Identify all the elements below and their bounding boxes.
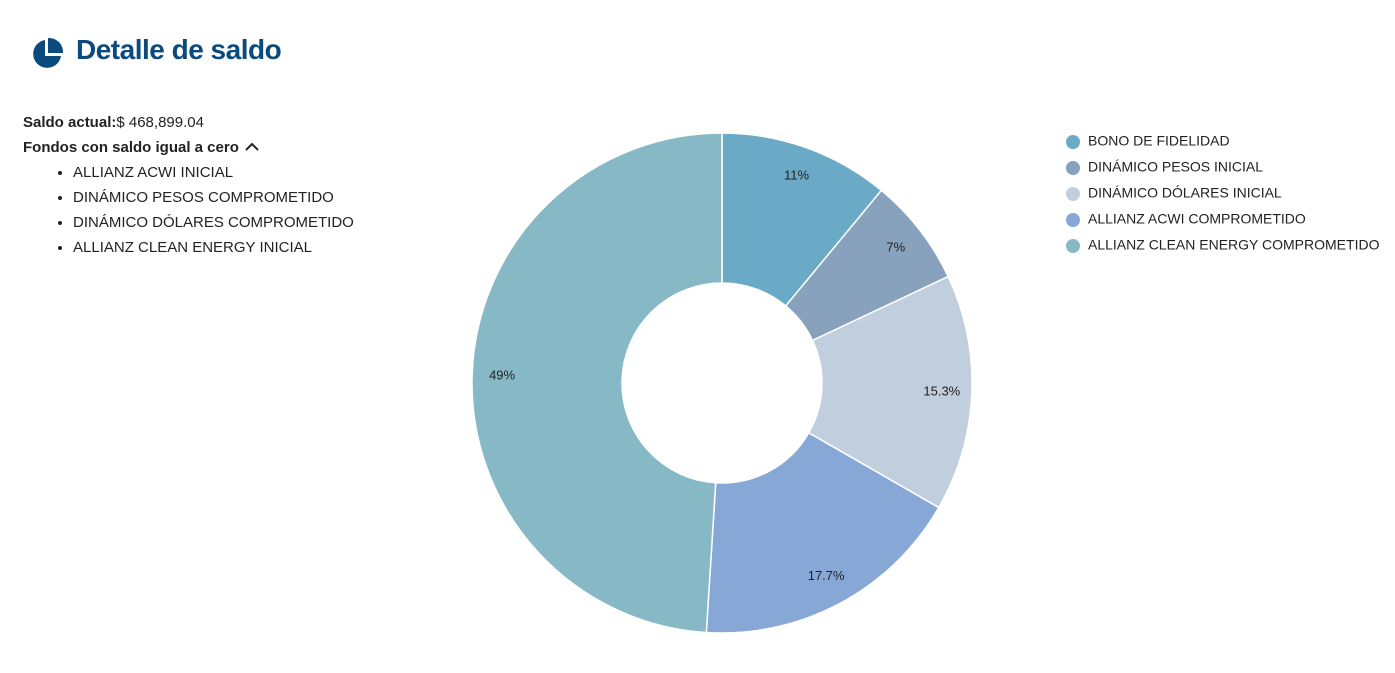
pie-icon bbox=[33, 37, 64, 68]
legend-label[interactable]: DINÁMICO DÓLARES INICIAL bbox=[1088, 185, 1282, 201]
legend-marker bbox=[1066, 135, 1080, 149]
legend-marker bbox=[1066, 213, 1080, 227]
zero-fund: DINÁMICO PESOS COMPROMETIDO bbox=[73, 185, 354, 210]
legend-marker bbox=[1066, 161, 1080, 175]
balance-row: Saldo actual:$ 468,899.04 bbox=[23, 110, 354, 135]
chevron-up bbox=[245, 142, 259, 151]
page-title: Detalle de saldo bbox=[76, 34, 282, 65]
zero-funds-label: Fondos con saldo igual a cero bbox=[23, 139, 239, 156]
legend-label[interactable]: BONO DE FIDELIDAD bbox=[1088, 133, 1230, 149]
slice[interactable] bbox=[721, 132, 883, 308]
legend-label[interactable]: DINÁMICO PESOS INICIAL bbox=[1088, 159, 1263, 175]
slice[interactable] bbox=[705, 431, 940, 634]
slice-label: 15.3% bbox=[923, 383, 960, 398]
legend-label[interactable]: ALLIANZ ACWI COMPROMETIDO bbox=[1088, 211, 1306, 227]
slice[interactable] bbox=[471, 132, 723, 634]
slice-label: 11% bbox=[784, 167, 809, 182]
zero-fund: DINÁMICO DÓLARES COMPROMETIDO bbox=[73, 210, 354, 235]
zero-fund: ALLIANZ ACWI INICIAL bbox=[73, 160, 354, 185]
legend-label[interactable]: ALLIANZ CLEAN ENERGY COMPROMETIDO bbox=[1088, 237, 1380, 253]
balance-label: Saldo actual: bbox=[23, 114, 117, 131]
summary: Saldo actual:$ 468,899.04 Fondos con sal… bbox=[23, 110, 354, 260]
slice-label: 7% bbox=[886, 240, 905, 255]
slice-label: 17.7% bbox=[808, 568, 845, 583]
zero-fund: ALLIANZ CLEAN ENERGY INICIAL bbox=[73, 235, 354, 260]
legend-marker bbox=[1066, 239, 1080, 253]
slice-label: 49% bbox=[489, 368, 515, 383]
balance: $ 468,899.04 bbox=[116, 114, 204, 131]
zero-funds-toggle[interactable]: Fondos con saldo igual a cero bbox=[23, 135, 354, 160]
legend-marker bbox=[1066, 187, 1080, 201]
slice[interactable] bbox=[807, 275, 973, 509]
